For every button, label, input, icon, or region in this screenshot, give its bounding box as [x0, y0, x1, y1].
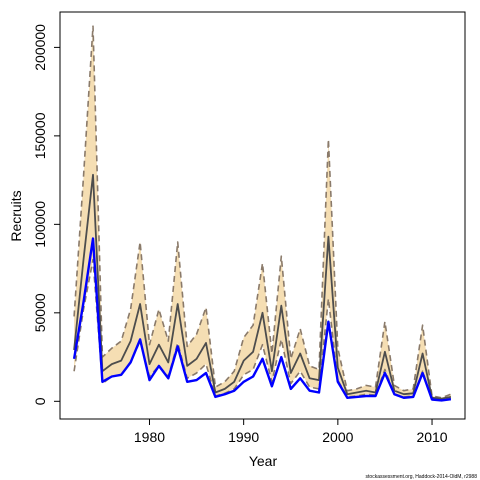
series-line-estimate: [73, 173, 452, 400]
x-axis-title: Year: [249, 453, 278, 469]
y-tick-label: 50000: [32, 293, 48, 332]
x-tick-label: 1980: [134, 429, 165, 445]
y-tick-label: 200000: [32, 24, 48, 71]
x-tick-label: 2010: [416, 429, 447, 445]
confidence-band: [74, 26, 451, 400]
plot-frame: [59, 11, 466, 420]
y-tick-label: 100000: [32, 201, 48, 248]
series-line-comparison: [72, 237, 452, 402]
credit-text: stockassessment.org, Haddock-2014-OldM, …: [366, 474, 478, 480]
y-axis-title: Recruits: [8, 190, 24, 241]
axes-layer: 1980 1990 2000 2010 0 50000 100000 150000 200000: [32, 24, 448, 445]
series-line-upper: [73, 25, 452, 399]
y-tick-label: 0: [32, 397, 48, 405]
y-tick-label: 150000: [32, 112, 48, 159]
x-tick-label: 2000: [322, 429, 353, 445]
x-tick-label: 1990: [228, 429, 259, 445]
plot-layer: [72, 25, 452, 402]
